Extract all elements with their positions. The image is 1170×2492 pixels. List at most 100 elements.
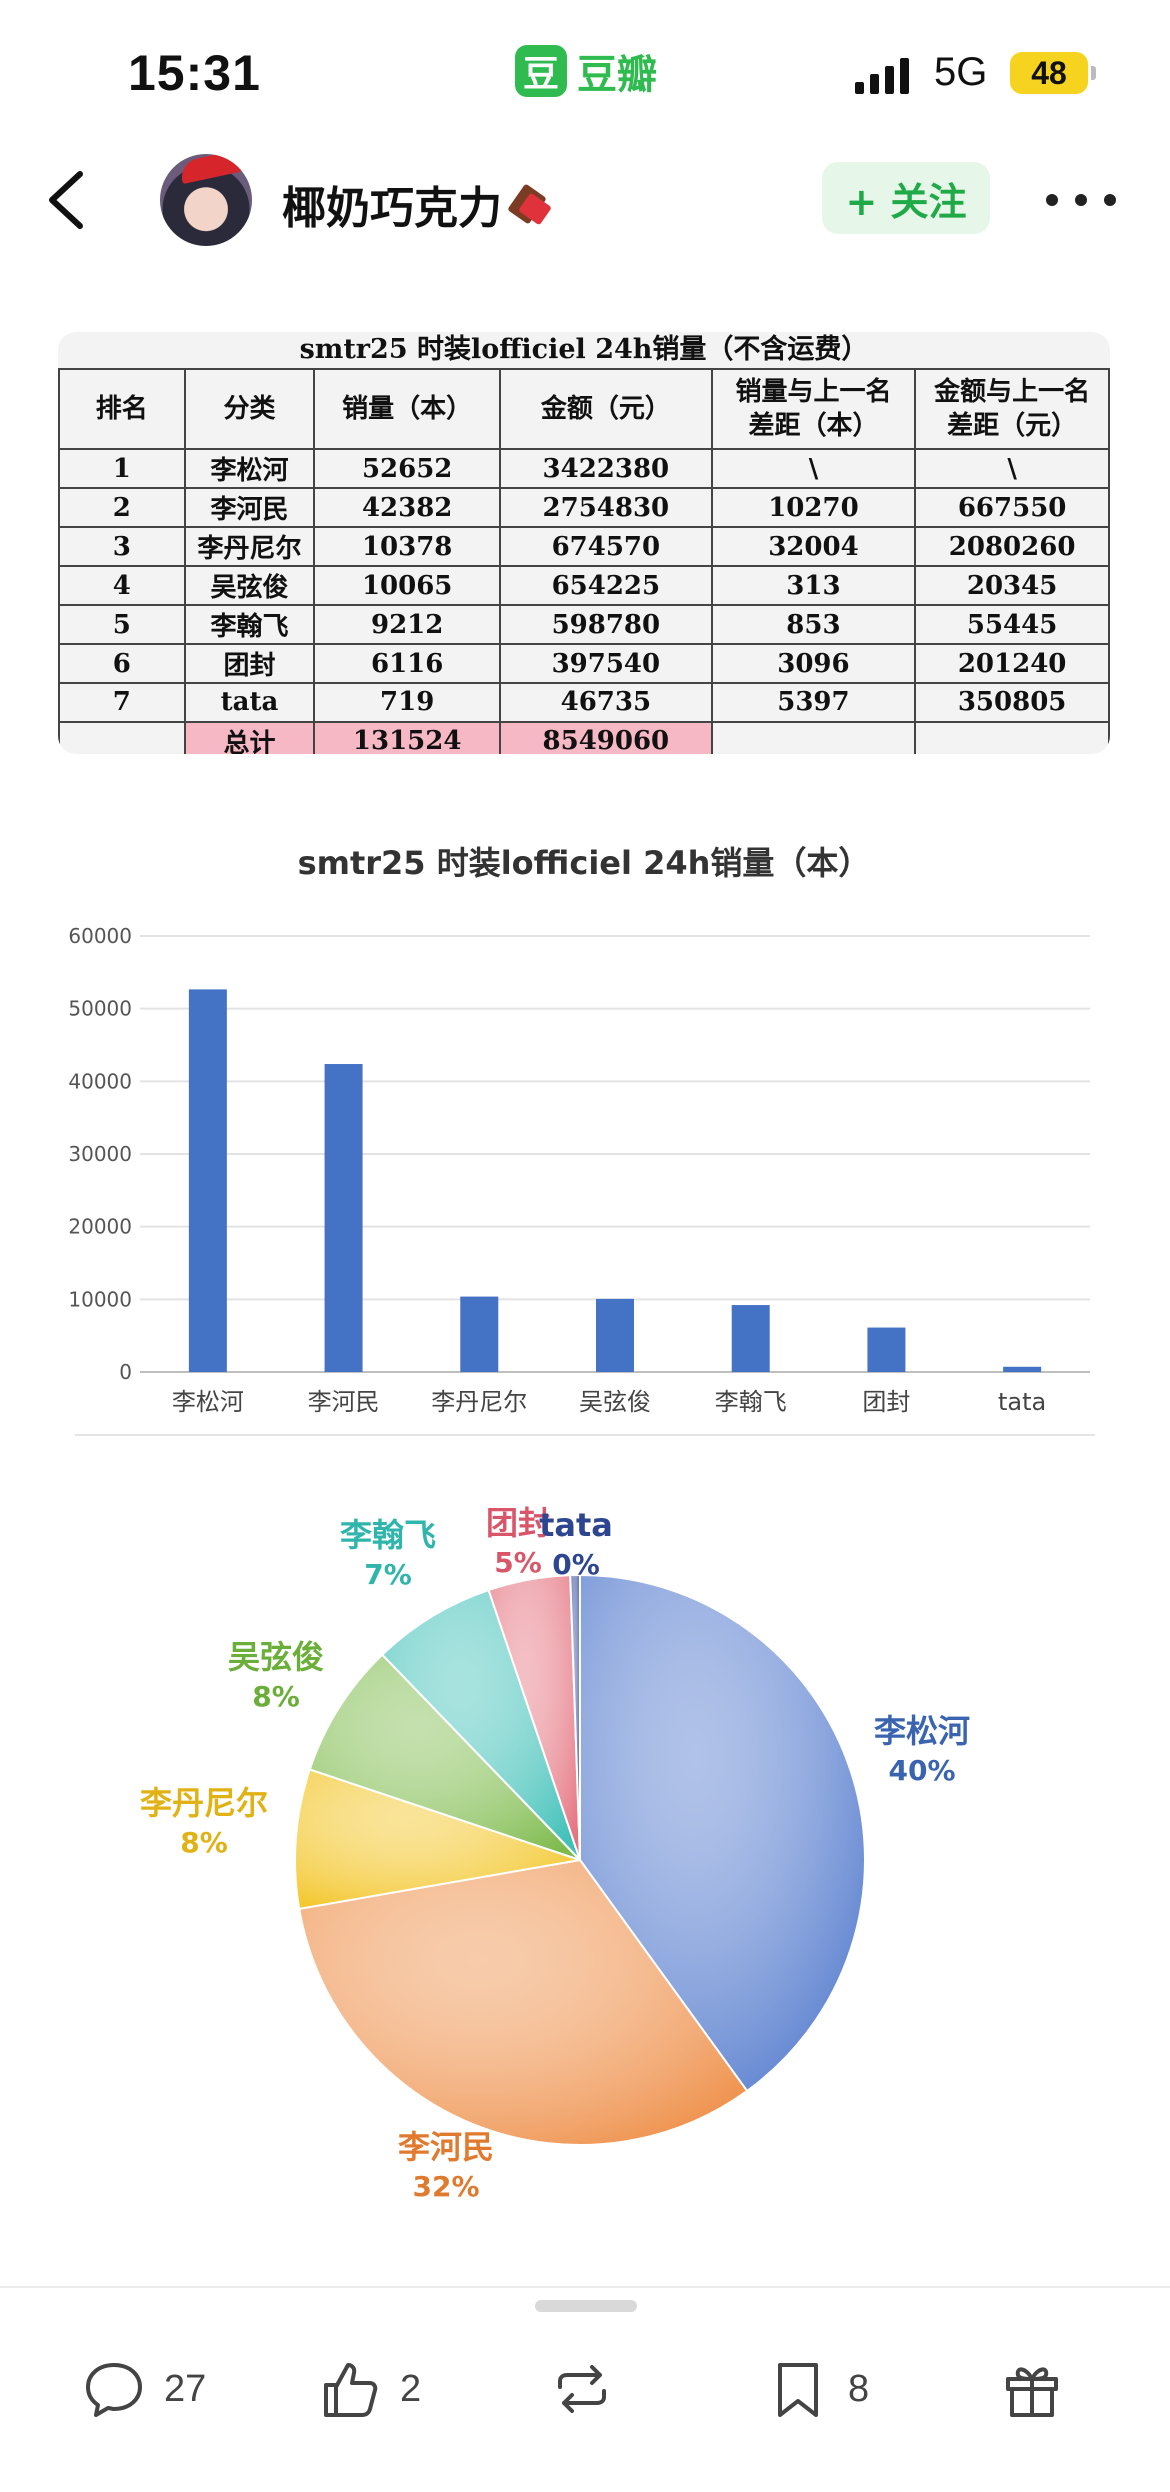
- x-tick-label: 吴弦俊: [579, 1388, 651, 1416]
- table-cell: 201240: [914, 643, 1110, 684]
- more-options-button[interactable]: [1046, 180, 1116, 220]
- table-row: 3 李丹尼尔 10378 674570 32004 2080260: [58, 526, 1110, 567]
- back-button[interactable]: [40, 168, 100, 232]
- table-cell: 667550: [914, 487, 1110, 528]
- table-header-cell: 销量与上一名 差距（本）: [710, 368, 917, 450]
- pie-slice: [579, 1573, 866, 2093]
- like-button[interactable]: 2: [318, 2354, 421, 2424]
- bottom-action-bar: 27 2 8: [0, 2310, 1170, 2470]
- total-amount: 8549060: [499, 720, 713, 754]
- comment-button[interactable]: 27: [82, 2354, 206, 2424]
- pie-slice: [380, 1588, 581, 1861]
- table-cell: 674570: [499, 526, 713, 567]
- table-cell: 10065: [313, 565, 502, 606]
- table-cell: 9212: [313, 604, 502, 645]
- sales-table: 排名 分类 销量（本） 金额（元） 销量与上一名 差距（本） 金额与上一名 差距（元） 1 李松…: [58, 368, 1110, 754]
- table-cell: \: [710, 448, 917, 489]
- status-time: 15:31: [128, 45, 261, 101]
- table-cell: 2080260: [914, 526, 1110, 567]
- table-cell: 350805: [914, 682, 1110, 723]
- status-bar: 15:31 豆 豆瓣 5G 48: [0, 0, 1170, 150]
- table-cell: 313: [710, 565, 917, 606]
- table-row: 2 李河民 42382 2754830 10270 667550: [58, 487, 1110, 528]
- app-name: 豆瓣: [577, 52, 657, 98]
- pie-percent-label: 32%: [412, 2170, 479, 2203]
- table-header-cell: 金额与上一名 差距（元）: [914, 368, 1110, 450]
- username: 椰奶巧克力: [282, 183, 502, 234]
- table-cell: 598780: [499, 604, 713, 645]
- pie-percent-label: 40%: [888, 1754, 955, 1787]
- pie-slice: [569, 1573, 581, 1861]
- pie-slice: [298, 1858, 749, 2146]
- table-cell: 20345: [914, 565, 1110, 606]
- bar: [596, 1298, 634, 1372]
- table-cell: 3: [58, 526, 186, 567]
- table-cell: tata: [183, 682, 316, 723]
- y-tick-label: 40000: [68, 1069, 132, 1093]
- thumbs-up-icon: [324, 2363, 378, 2417]
- pie-slice: [308, 1653, 581, 1861]
- x-tick-label: 团封: [862, 1388, 910, 1416]
- pie-percent-label: 8%: [252, 1680, 300, 1713]
- x-tick-label: 李翰飞: [715, 1388, 787, 1416]
- gift-button[interactable]: [1000, 2354, 1064, 2424]
- table-cell: 32004: [710, 526, 917, 567]
- x-tick-label: tata: [998, 1388, 1046, 1416]
- total-label: 总计: [183, 720, 316, 754]
- post-header: 椰奶巧克力 + 关注: [0, 150, 1170, 250]
- pie-percent-label: 0%: [552, 1548, 600, 1581]
- bar: [188, 989, 227, 1372]
- table-cell: 团封: [183, 643, 316, 684]
- table-row: 4 吴弦俊 10065 654225 313 20345: [58, 565, 1110, 606]
- table-row: 5 李翰飞 9212 598780 853 55445: [58, 604, 1110, 645]
- douban-logo-icon: 豆: [515, 45, 567, 97]
- bar: [324, 1064, 363, 1372]
- table-cell: 3096: [710, 643, 917, 684]
- table-cell: 42382: [313, 487, 502, 528]
- chocolate-emoji-icon: [508, 184, 548, 224]
- table-cell: 吴弦俊: [183, 565, 316, 606]
- table-cell: 李翰飞: [183, 604, 316, 645]
- table-cell: 李松河: [183, 448, 316, 489]
- bookmark-icon: [778, 2363, 818, 2417]
- table-cell: 6116: [313, 643, 502, 684]
- table-cell: 397540: [499, 643, 713, 684]
- x-tick-label: 李河民: [308, 1388, 380, 1416]
- signal-icon: [855, 58, 909, 94]
- comment-count: 27: [164, 2367, 207, 2410]
- table-cell: 3422380: [499, 448, 713, 489]
- battery-icon: 48: [1010, 52, 1096, 94]
- y-tick-label: 30000: [68, 1142, 132, 1166]
- table-cell: 719: [313, 682, 502, 723]
- bar-chart: smtr25 时装lofficiel 24h销量（本） 0 10000 20000 30…: [58, 830, 1110, 1440]
- username-row[interactable]: 椰奶巧克力: [282, 172, 548, 236]
- table-cell: 2754830: [499, 487, 713, 528]
- repost-icon: [558, 2365, 606, 2413]
- pie-label: 李翰飞: [340, 1516, 436, 1554]
- table-cell: 10378: [313, 526, 502, 567]
- table-row: 1 李松河 52652 3422380 \ \: [58, 448, 1110, 489]
- table-cell: 5: [58, 604, 186, 645]
- pie-label: 团封: [486, 1504, 550, 1542]
- pie-label: 李松河: [874, 1712, 970, 1750]
- pie-label: tata: [539, 1506, 613, 1544]
- table-cell: 10270: [710, 487, 917, 528]
- pie-chart-svg: 李松河 40% 李河民 32% 李丹尼尔 8% 吴弦俊 8% 李翰飞 7% 团封 5%tata 0%: [140, 1504, 970, 2203]
- drag-handle[interactable]: [535, 2300, 637, 2312]
- bottom-separator: [0, 2286, 1170, 2288]
- network-type: 5G: [934, 50, 988, 94]
- pie-chart: 李松河 40% 李河民 32% 李丹尼尔 8% 吴弦俊 8% 李翰飞 7% 团封 5% tata 0%: [60, 1480, 1120, 2240]
- follow-button[interactable]: + 关注: [822, 162, 990, 234]
- table-cell: 55445: [914, 604, 1110, 645]
- repost-button[interactable]: [550, 2354, 614, 2424]
- sales-table-image: smtr25 时装lofficiel 24h销量（不含运费） 排名 分类 销量（本）…: [58, 332, 1110, 754]
- table-title: smtr25 时装lofficiel 24h销量（不含运费）: [299, 334, 869, 365]
- x-tick-label: 李松河: [172, 1388, 244, 1416]
- avatar[interactable]: [160, 154, 252, 246]
- bar: [460, 1296, 499, 1372]
- collect-button[interactable]: 8: [766, 2354, 869, 2424]
- pie-label: 吴弦俊: [228, 1638, 324, 1676]
- table-cell: [710, 720, 917, 754]
- divider: [75, 1434, 1095, 1436]
- table-cell: 52652: [313, 448, 502, 489]
